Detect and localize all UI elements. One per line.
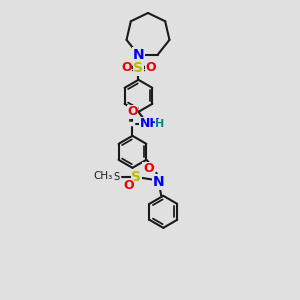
Text: S: S <box>113 172 119 182</box>
Text: O: O <box>123 179 134 192</box>
Text: H: H <box>155 119 164 129</box>
Text: S: S <box>131 170 141 184</box>
Text: N: N <box>133 48 144 62</box>
Text: O: O <box>145 61 156 74</box>
Text: O: O <box>127 105 138 118</box>
Text: O: O <box>143 162 154 175</box>
Text: CH₃: CH₃ <box>93 171 112 181</box>
Text: NH: NH <box>140 117 161 130</box>
Text: S: S <box>134 61 143 75</box>
Text: O: O <box>121 61 132 74</box>
Text: N: N <box>152 175 164 189</box>
